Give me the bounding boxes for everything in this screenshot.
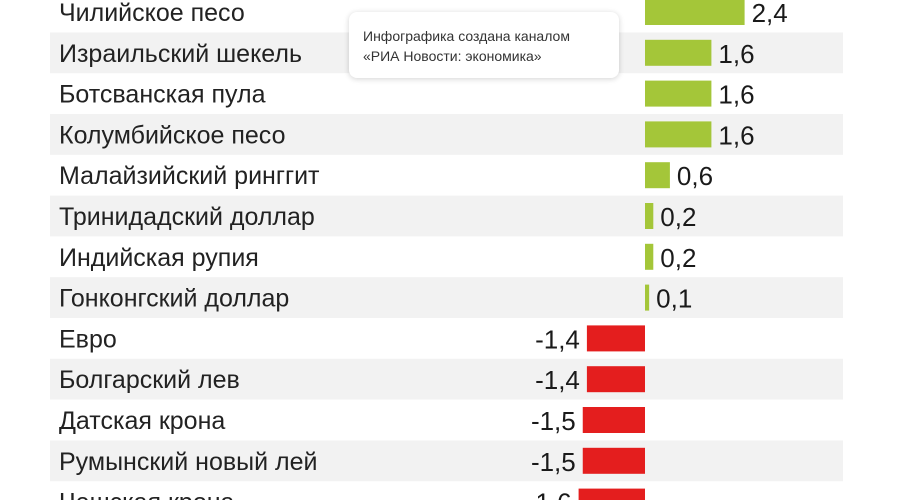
category-label: Колумбийское песо xyxy=(59,121,285,149)
tooltip-line-1: Инфографика создана каналом xyxy=(363,28,570,44)
value-label: -1,4 xyxy=(535,365,580,395)
value-label: -1,4 xyxy=(535,324,580,354)
row-stripe xyxy=(50,195,843,237)
bar xyxy=(586,325,645,352)
bar xyxy=(582,407,645,433)
value-label: 2,4 xyxy=(752,0,788,28)
category-label: Чилийское песо xyxy=(59,0,245,27)
value-label: 0,2 xyxy=(660,243,696,273)
category-label: Чешская крона xyxy=(59,489,235,500)
category-label: Болгарский лев xyxy=(59,366,240,394)
bar xyxy=(645,0,745,25)
value-label: 0,6 xyxy=(677,161,713,191)
category-label: Малайзийский ринггит xyxy=(59,162,320,190)
bar xyxy=(645,80,712,107)
value-label: -1,5 xyxy=(531,406,576,436)
row-stripe xyxy=(50,440,843,482)
bar xyxy=(645,203,654,229)
bar xyxy=(582,447,645,474)
bar xyxy=(645,39,712,66)
row-stripe xyxy=(50,358,843,400)
source-tooltip: Инфографика создана каналом «РИА Новости… xyxy=(349,12,619,78)
category-label: Датская крона xyxy=(59,407,225,435)
value-label: 1,6 xyxy=(718,80,754,110)
value-label: 1,6 xyxy=(718,39,754,69)
value-label: -1,6 xyxy=(527,488,572,500)
value-label: -1,5 xyxy=(531,447,576,477)
value-label: 1,6 xyxy=(718,120,754,150)
row-stripe xyxy=(50,277,843,318)
bar xyxy=(586,366,645,393)
value-label: 0,1 xyxy=(656,284,692,314)
category-label: Ботсванская пула xyxy=(59,81,266,109)
category-label: Индийская рупия xyxy=(59,244,259,272)
category-label: Тринидадский доллар xyxy=(59,203,315,231)
bar xyxy=(645,162,670,189)
bar xyxy=(645,284,650,311)
bar xyxy=(645,121,712,148)
category-label: Израильский шекель xyxy=(59,40,302,68)
bar xyxy=(578,488,645,500)
bar xyxy=(645,243,654,270)
value-label: 0,2 xyxy=(660,202,696,232)
tooltip-line-2: «РИА Новости: экономика» xyxy=(363,48,542,64)
category-label: Гонконгский доллар xyxy=(59,285,289,313)
category-label: Евро xyxy=(59,325,117,353)
category-label: Румынский новый лей xyxy=(59,448,318,476)
